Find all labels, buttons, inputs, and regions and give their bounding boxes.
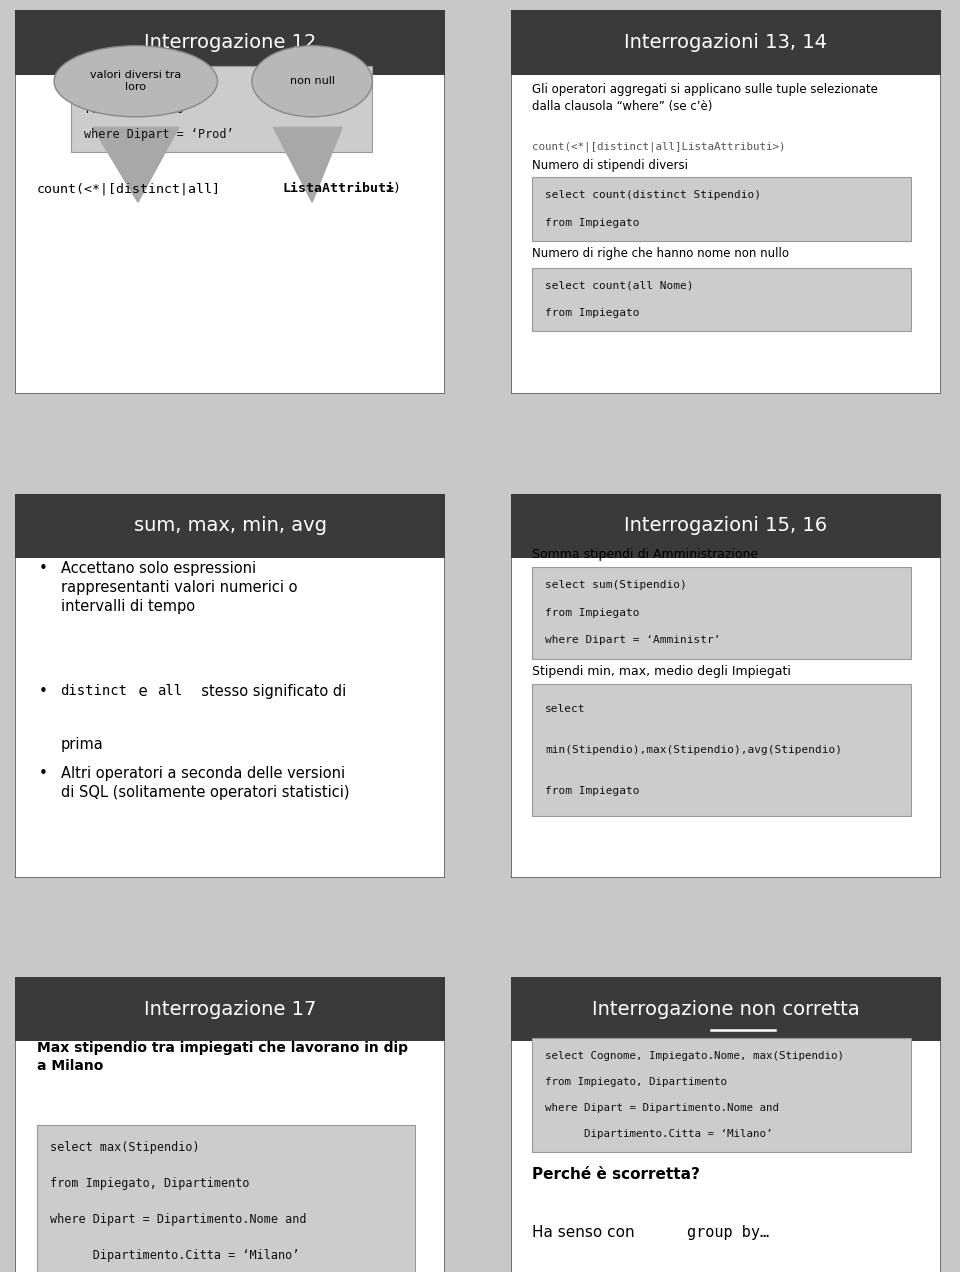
Text: from Impiegato: from Impiegato [84, 103, 184, 116]
Text: e: e [133, 683, 152, 698]
Text: from Impiegato: from Impiegato [545, 308, 639, 318]
Text: Max stipendio tra impiegati che lavorano in dip
a Milano: Max stipendio tra impiegati che lavorano… [36, 1042, 408, 1074]
Text: distinct: distinct [60, 683, 128, 697]
Text: select max(Stipendio): select max(Stipendio) [50, 1141, 200, 1154]
Text: where Dipart = ‘Prod’: where Dipart = ‘Prod’ [84, 128, 234, 141]
Text: where Dipart = Dipartimento.Nome and: where Dipart = Dipartimento.Nome and [50, 1213, 306, 1226]
Ellipse shape [54, 46, 218, 117]
Text: count(<*|[distinct|all]ListaAttributi>): count(<*|[distinct|all]ListaAttributi>) [532, 141, 785, 151]
Text: Altri operatori a seconda delle versioni
di SQL (solitamente operatori statistic: Altri operatori a seconda delle versioni… [60, 766, 349, 800]
Text: from Impiegato, Dipartimento: from Impiegato, Dipartimento [50, 1177, 250, 1191]
Text: prima: prima [60, 738, 104, 753]
FancyBboxPatch shape [511, 10, 941, 394]
Text: Interrogazione 17: Interrogazione 17 [144, 1000, 317, 1019]
FancyBboxPatch shape [15, 10, 445, 75]
Text: sum, max, min, avg: sum, max, min, avg [133, 516, 327, 536]
Text: Dipartimento.Citta = ‘Milano’: Dipartimento.Citta = ‘Milano’ [50, 1249, 300, 1262]
FancyBboxPatch shape [71, 66, 372, 153]
Text: Ha senso con: Ha senso con [532, 1225, 639, 1240]
Text: Stipendi min, max, medio degli Impiegati: Stipendi min, max, medio degli Impiegati [532, 664, 791, 678]
Text: Numero di stipendi diversi: Numero di stipendi diversi [532, 159, 688, 172]
Text: •: • [39, 683, 48, 698]
FancyBboxPatch shape [532, 267, 911, 331]
Text: min(Stipendio),max(Stipendio),avg(Stipendio): min(Stipendio),max(Stipendio),avg(Stipen… [545, 745, 842, 756]
Text: Gli operatori aggregati si applicano sulle tuple selezionate
dalla clausola “whe: Gli operatori aggregati si applicano sul… [532, 83, 878, 113]
Text: select sum(Stipendio): select sum(Stipendio) [545, 580, 686, 590]
FancyBboxPatch shape [511, 494, 941, 558]
FancyBboxPatch shape [511, 977, 941, 1272]
Text: stesso significato di: stesso significato di [192, 683, 346, 698]
Text: select count(*): select count(*) [84, 76, 191, 90]
Text: all: all [157, 683, 182, 697]
Text: Interrogazioni 15, 16: Interrogazioni 15, 16 [624, 516, 828, 536]
Text: >): >) [385, 182, 401, 196]
FancyBboxPatch shape [511, 494, 941, 878]
Text: Interrogazioni 13, 14: Interrogazioni 13, 14 [624, 33, 828, 52]
Text: group by…: group by… [687, 1225, 769, 1240]
Text: Dipartimento.Citta = ‘Milano’: Dipartimento.Citta = ‘Milano’ [545, 1130, 773, 1138]
FancyBboxPatch shape [532, 683, 911, 817]
Text: select count(distinct Stipendio): select count(distinct Stipendio) [545, 191, 761, 201]
Polygon shape [93, 127, 179, 202]
Text: from Impiegato: from Impiegato [545, 786, 639, 796]
Text: Somma stipendi di Amministrazione: Somma stipendi di Amministrazione [532, 548, 758, 561]
Text: where Dipart = Dipartimento.Nome and: where Dipart = Dipartimento.Nome and [545, 1103, 780, 1113]
Ellipse shape [252, 46, 372, 117]
Text: Accettano solo espressioni
rappresentanti valori numerici o
intervalli di tempo: Accettano solo espressioni rappresentant… [60, 561, 297, 614]
FancyBboxPatch shape [532, 1038, 911, 1151]
FancyBboxPatch shape [15, 494, 445, 878]
Text: Interrogazione non corretta: Interrogazione non corretta [592, 1000, 859, 1019]
Text: non null: non null [290, 76, 335, 86]
Text: Interrogazione 12: Interrogazione 12 [144, 33, 317, 52]
FancyBboxPatch shape [36, 1124, 416, 1272]
FancyBboxPatch shape [15, 977, 445, 1042]
FancyBboxPatch shape [15, 10, 445, 394]
Text: •: • [39, 561, 48, 576]
FancyBboxPatch shape [532, 177, 911, 240]
FancyBboxPatch shape [15, 494, 445, 558]
FancyBboxPatch shape [15, 977, 445, 1272]
Text: select: select [545, 703, 586, 714]
Text: select Cognome, Impiegato.Nome, max(Stipendio): select Cognome, Impiegato.Nome, max(Stip… [545, 1051, 844, 1061]
Text: •: • [39, 766, 48, 781]
FancyBboxPatch shape [532, 566, 911, 659]
Text: from Impiegato: from Impiegato [545, 608, 639, 618]
Text: Numero di righe che hanno nome non nullo: Numero di righe che hanno nome non nullo [532, 247, 789, 259]
Text: ListaAttributi: ListaAttributi [283, 182, 395, 196]
FancyBboxPatch shape [511, 977, 941, 1042]
Text: where Dipart = ‘Amministr’: where Dipart = ‘Amministr’ [545, 635, 721, 645]
Text: from Impiegato: from Impiegato [545, 218, 639, 228]
Polygon shape [274, 127, 342, 202]
FancyBboxPatch shape [511, 10, 941, 75]
Text: from Impiegato, Dipartimento: from Impiegato, Dipartimento [545, 1077, 727, 1088]
Text: Perché è scorretta?: Perché è scorretta? [532, 1168, 700, 1182]
Text: count(<*|[distinct|all]: count(<*|[distinct|all] [36, 182, 221, 196]
Text: select count(all Nome): select count(all Nome) [545, 281, 694, 291]
Text: valori diversi tra
loro: valori diversi tra loro [90, 70, 181, 92]
